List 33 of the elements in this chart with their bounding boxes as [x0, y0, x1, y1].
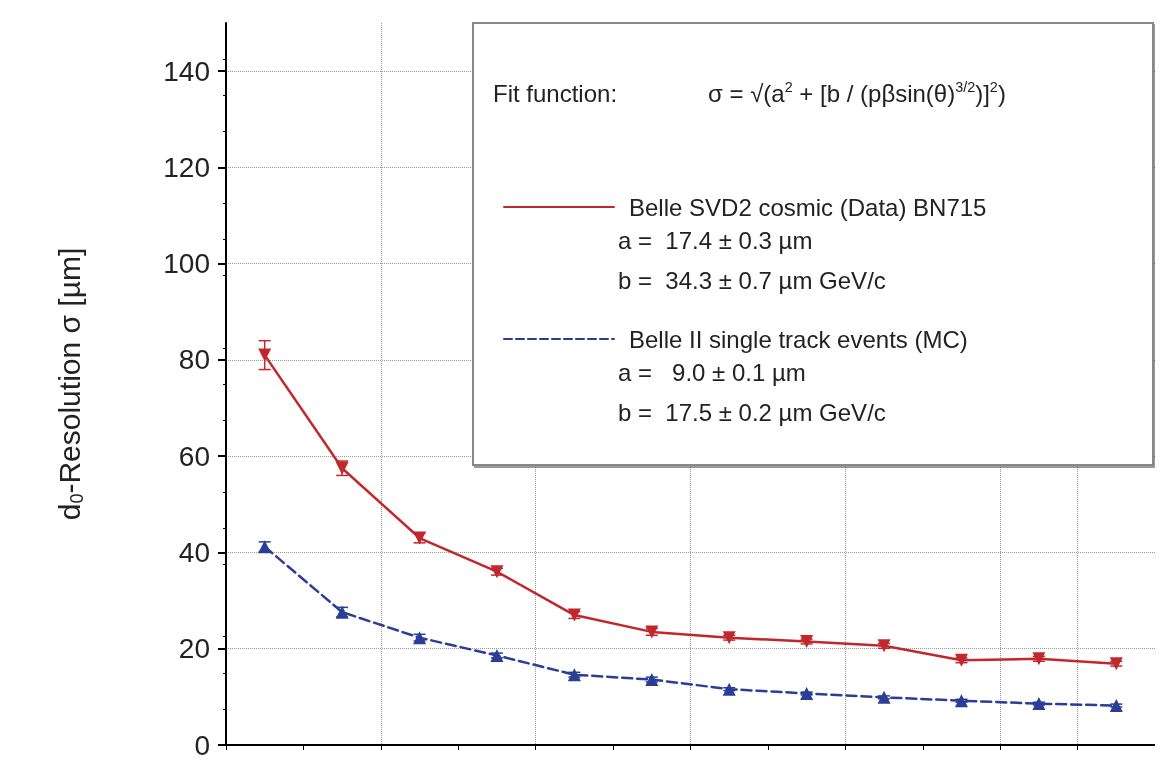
y-tick-label: 120 — [163, 151, 210, 183]
point — [258, 348, 272, 362]
y-tick-label: 140 — [163, 55, 210, 87]
y-tick-label: 60 — [178, 440, 210, 472]
y-axis-title: d0-Resolution σ [µm] — [53, 247, 87, 521]
point — [954, 694, 968, 708]
y-tick-label: 20 — [178, 633, 210, 665]
point — [722, 682, 736, 696]
annotation: a = 17.4 ± 0.3 µm — [618, 226, 813, 254]
point — [490, 648, 504, 662]
annotation: b = 34.3 ± 0.7 µm GeV/c — [618, 266, 886, 294]
y-tick-label: 100 — [163, 248, 210, 280]
point — [1109, 699, 1123, 713]
point — [413, 631, 427, 645]
legend-label: Belle II single track events (MC) — [629, 325, 968, 353]
point — [800, 687, 814, 700]
y-tick-label: 80 — [178, 344, 210, 376]
y-tick-label: 40 — [178, 536, 210, 568]
annotation: b = 17.5 ± 0.2 µm GeV/c — [618, 398, 886, 426]
point — [645, 673, 659, 687]
point — [1032, 697, 1046, 711]
point — [567, 668, 581, 682]
point — [877, 639, 891, 653]
point — [954, 653, 968, 667]
y-tick-label: 0 — [194, 729, 210, 761]
point — [800, 635, 814, 649]
point — [1032, 652, 1046, 666]
point — [877, 690, 891, 704]
point — [1109, 657, 1123, 671]
legend-label: Belle SVD2 cosmic (Data) BN715 — [629, 193, 987, 221]
point — [722, 631, 736, 645]
annotation: a = 9.0 ± 0.1 µm — [618, 358, 806, 386]
annotation: Fit function: — [493, 79, 618, 107]
